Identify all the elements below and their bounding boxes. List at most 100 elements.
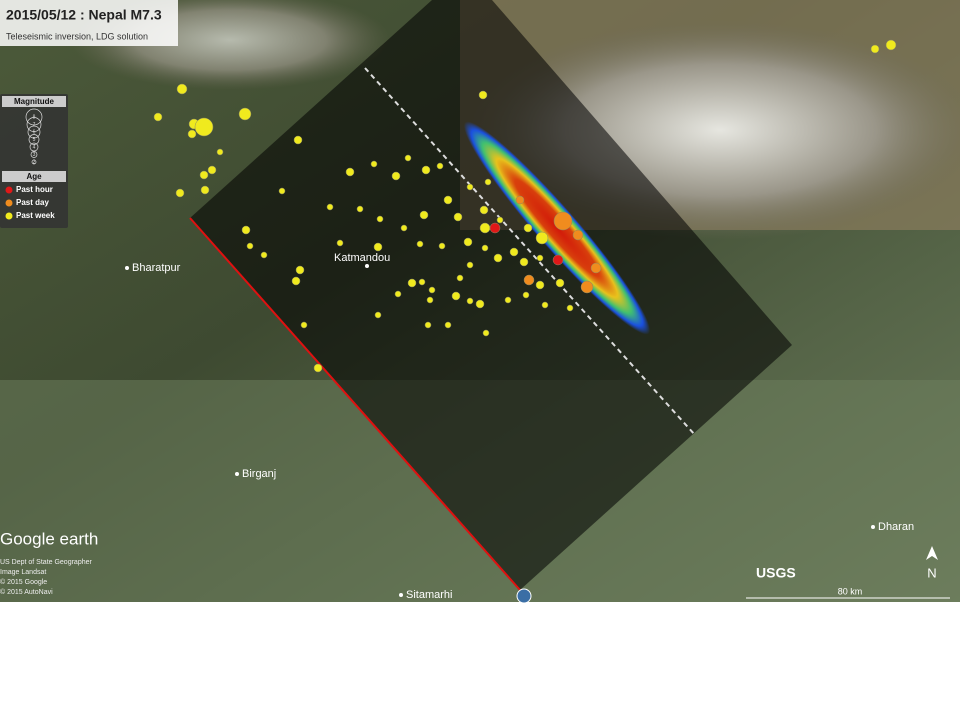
scale-circle (27, 125, 41, 139)
age-legend: Past hour Past day Past week (5, 185, 55, 220)
earthquake (466, 261, 474, 269)
scale-label: 5 (33, 137, 36, 143)
north-arrow (926, 546, 938, 560)
legend-swatch (5, 186, 13, 194)
earthquake (885, 39, 897, 51)
earthquake (326, 203, 334, 211)
earthquake (356, 205, 364, 213)
place-marker (125, 266, 129, 270)
earthquake (555, 278, 565, 288)
earthquake (489, 222, 501, 234)
fault-trace (364, 67, 696, 436)
earthquake (400, 224, 408, 232)
earthquake (451, 291, 461, 301)
earthquake (278, 187, 286, 195)
earthquake (187, 129, 197, 139)
legend-label: Past day (16, 198, 49, 207)
earthquake (493, 253, 503, 263)
scale-label: 6 (33, 129, 36, 135)
earthquake (504, 296, 512, 304)
earthquake (428, 286, 436, 294)
earthquake (438, 242, 446, 250)
earthquake (293, 135, 303, 145)
earthquake (374, 311, 382, 319)
earthquake (200, 185, 210, 195)
earthquake (463, 237, 473, 247)
earthquake (870, 44, 880, 54)
earthquake (416, 240, 424, 248)
earthquake (370, 160, 378, 168)
place-label: Birganj (242, 468, 276, 480)
scale-label: 2 (33, 159, 36, 165)
earthquake (481, 244, 489, 252)
scale-label: 3 (33, 152, 36, 158)
earthquake (300, 321, 308, 329)
scale-label: 7 (33, 122, 36, 128)
earthquake (515, 195, 525, 205)
earthquake (580, 280, 594, 294)
earthquake (216, 148, 224, 156)
credit-line: © 2015 AutoNavi (0, 588, 53, 596)
earthquake (479, 205, 489, 215)
earthquake (541, 301, 549, 309)
credits: US Dept of State Geographer Image Landsat… (0, 559, 92, 596)
earthquake (419, 210, 429, 220)
earthquake (482, 329, 490, 337)
earthquake (260, 251, 268, 259)
usgs-logo: USGS (756, 565, 796, 581)
credit-line: Image Landsat (0, 569, 46, 576)
earthquake-layer (153, 39, 897, 373)
earthquake (418, 278, 426, 286)
earthquake (466, 183, 474, 191)
scale-circle (25, 108, 43, 126)
earthquake (566, 304, 574, 312)
earthquake (523, 274, 535, 286)
earthquake (453, 212, 463, 222)
place-marker (365, 264, 369, 268)
place-marker (235, 472, 239, 476)
earthquake (535, 231, 549, 245)
earthquake (421, 165, 431, 175)
north-label: N (927, 565, 936, 580)
earthquake (519, 257, 529, 267)
earthquake (238, 107, 252, 121)
earthquake (479, 222, 491, 234)
earthquake (444, 321, 452, 329)
place-labels: Bharatpur Katmandou Birganj Sitamarhi Dharan (125, 252, 914, 601)
legend-box (0, 94, 68, 228)
earthquake (535, 280, 545, 290)
earthquake (246, 242, 254, 250)
earthquake (590, 262, 602, 274)
earthquake (291, 276, 301, 286)
earthquake (199, 170, 209, 180)
legend-swatch (5, 212, 13, 220)
title: 2015/05/12 : Nepal M7.3 (6, 7, 162, 23)
legend-header (2, 96, 66, 107)
earthquake (553, 211, 573, 231)
place-label: Sitamarhi (406, 589, 452, 601)
help-button[interactable] (516, 588, 532, 604)
earthquake (424, 321, 432, 329)
place-marker (399, 593, 403, 597)
earthquake (456, 274, 464, 282)
scale-label: 80 km (838, 586, 863, 596)
fault-edge (189, 217, 521, 591)
earthquake (536, 254, 544, 262)
earthquake (207, 165, 217, 175)
legend-title: Magnitude (14, 97, 55, 106)
earthquake (153, 112, 163, 122)
google-logo: Google earth (0, 529, 98, 548)
earthquake (443, 195, 453, 205)
earthquake (523, 223, 533, 233)
place-label: Bharatpur (132, 262, 181, 274)
earthquake (509, 247, 519, 257)
earthquake (466, 297, 474, 305)
earthquake (426, 296, 434, 304)
earthquake (436, 162, 444, 170)
place-label: Dharan (878, 521, 914, 533)
scale-circle (30, 151, 38, 158)
earthquake (394, 290, 402, 298)
legend-header (2, 171, 66, 182)
